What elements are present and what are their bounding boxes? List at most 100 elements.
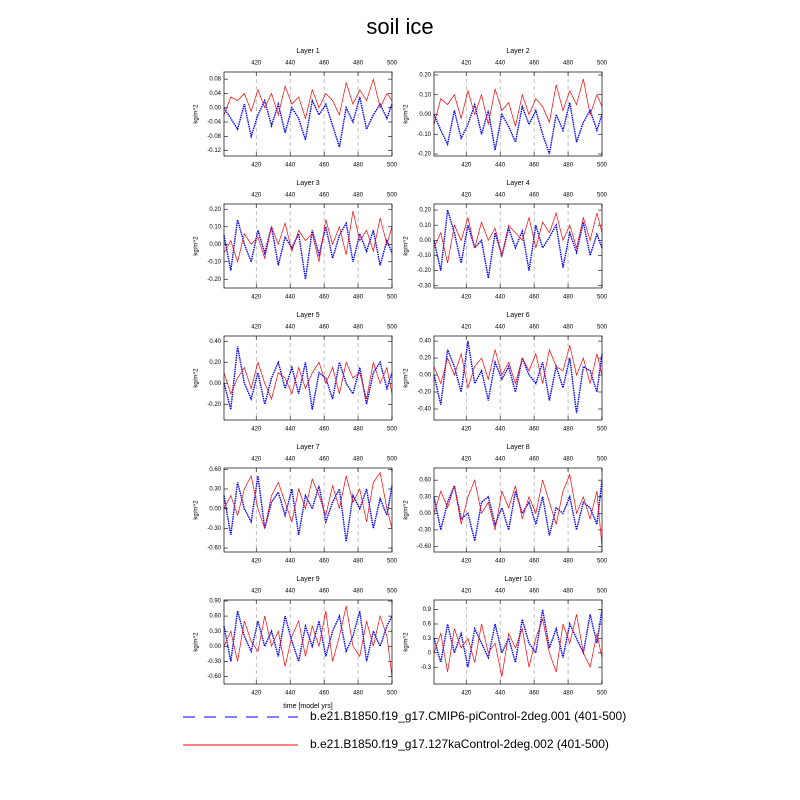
- x-tick-label-top: 420: [461, 61, 472, 67]
- x-tick-label-bottom: 420: [461, 691, 472, 697]
- y-axis-label: kg/m^2: [194, 368, 200, 388]
- series-line: [433, 480, 603, 542]
- panel-title: Layer 9: [296, 576, 319, 583]
- y-tick-label: 0.40: [209, 339, 221, 345]
- plot-frame: [433, 203, 603, 289]
- x-tick-label-top: 420: [251, 589, 262, 595]
- x-tick-label-top: 440: [285, 193, 296, 199]
- x-tick-label-top: 460: [319, 61, 330, 67]
- x-tick-label-top: 420: [251, 61, 262, 67]
- y-tick-label: 0.00: [419, 112, 431, 118]
- x-tick-label-top: 420: [251, 457, 262, 463]
- series-line: [223, 219, 393, 280]
- series-line: [433, 345, 603, 390]
- series-line: [433, 340, 603, 414]
- y-tick-label: -0.60: [417, 544, 431, 550]
- y-tick-label: -0.60: [207, 674, 221, 680]
- y-tick-label: 0.90: [209, 599, 221, 605]
- x-tick-label-bottom: 500: [387, 691, 398, 697]
- y-tick-label: 0.00: [209, 506, 221, 512]
- legend-label: b.e21.B1850.f19_g17.127kaControl-2deg.00…: [310, 737, 609, 751]
- series-line: [433, 614, 603, 677]
- y-tick-label: -0.20: [417, 390, 431, 396]
- y-tick-label: 0.04: [209, 91, 221, 97]
- series-line: [223, 610, 393, 665]
- series-line: [223, 605, 393, 677]
- y-tick-label: 0.60: [419, 478, 431, 484]
- x-tick-label-bottom: 460: [319, 427, 330, 433]
- x-tick-label-bottom: 420: [251, 163, 262, 169]
- y-tick-label: 0.20: [419, 73, 431, 79]
- panel-title: Layer 4: [506, 180, 529, 187]
- x-tick-label-bottom: 480: [353, 691, 364, 697]
- panel-title: Layer 10: [504, 576, 531, 583]
- plot-frame: [223, 599, 393, 685]
- x-tick-label-bottom: 480: [563, 163, 574, 169]
- x-tick-label-top: 480: [563, 589, 574, 595]
- x-tick-label-bottom: 420: [251, 295, 262, 301]
- x-tick-label-bottom: 500: [597, 163, 608, 169]
- x-tick-label-top: 500: [597, 589, 608, 595]
- x-tick-label-top: 480: [353, 193, 364, 199]
- plot-frame: [433, 599, 603, 685]
- y-tick-label: 0.00: [419, 238, 431, 244]
- x-tick-label-bottom: 460: [319, 691, 330, 697]
- x-tick-label-top: 440: [495, 589, 506, 595]
- x-tick-label-top: 460: [319, 589, 330, 595]
- x-tick-label-top: 420: [461, 589, 472, 595]
- panel-title: Layer 1: [296, 48, 319, 55]
- x-tick-label-top: 440: [285, 589, 296, 595]
- series-line: [223, 210, 393, 264]
- x-tick-label-bottom: 440: [495, 559, 506, 565]
- y-tick-label: -0.30: [417, 527, 431, 533]
- y-tick-label: 0.60: [209, 467, 221, 473]
- series-line: [433, 209, 603, 279]
- y-tick-label: 0.00: [209, 381, 221, 387]
- y-tick-label: -0.20: [417, 152, 431, 158]
- y-axis-label: kg/m^2: [194, 236, 200, 256]
- x-tick-label-top: 480: [563, 457, 574, 463]
- x-tick-label-bottom: 420: [251, 559, 262, 565]
- x-tick-label-top: 500: [597, 193, 608, 199]
- x-tick-label-bottom: 480: [563, 295, 574, 301]
- x-tick-label-bottom: 480: [353, 163, 364, 169]
- y-tick-label: 0.20: [209, 207, 221, 213]
- x-tick-label-bottom: 460: [529, 559, 540, 565]
- x-tick-label-bottom: 500: [387, 427, 398, 433]
- figure-title: soil ice: [366, 14, 433, 39]
- x-tick-label-bottom: 460: [319, 163, 330, 169]
- x-tick-label-bottom: 440: [495, 427, 506, 433]
- y-tick-label: -0.3: [421, 665, 432, 671]
- series-line: [433, 211, 603, 264]
- x-tick-label-bottom: 420: [251, 691, 262, 697]
- x-tick-label-bottom: 480: [563, 427, 574, 433]
- series-line: [223, 77, 393, 120]
- x-tick-label-bottom: 500: [597, 691, 608, 697]
- y-tick-label: 0.30: [419, 494, 431, 500]
- y-tick-label: 0.3: [423, 636, 432, 642]
- panel-title: Layer 2: [506, 48, 529, 55]
- x-tick-label-bottom: 460: [319, 295, 330, 301]
- x-tick-label-bottom: 440: [495, 295, 506, 301]
- x-tick-label-bottom: 480: [353, 295, 364, 301]
- y-tick-label: 0.60: [209, 614, 221, 620]
- x-tick-label-top: 500: [387, 193, 398, 199]
- y-tick-label: 0.9: [423, 607, 432, 613]
- y-tick-label: -0.04: [207, 120, 221, 126]
- plot-frame: [223, 203, 393, 289]
- x-tick-label-bottom: 440: [285, 295, 296, 301]
- plot-frame: [223, 467, 393, 553]
- series-line: [433, 609, 603, 668]
- x-tick-label-bottom: 460: [529, 427, 540, 433]
- x-tick-label-bottom: 420: [251, 427, 262, 433]
- x-tick-label-top: 420: [251, 193, 262, 199]
- y-axis-label: kg/m^2: [194, 500, 200, 520]
- x-tick-label-top: 440: [495, 61, 506, 67]
- plot-frame: [223, 335, 393, 421]
- panel-title: Layer 6: [506, 312, 529, 319]
- y-tick-label: -0.60: [207, 546, 221, 552]
- x-tick-label-bottom: 420: [461, 559, 472, 565]
- y-tick-label: 0.20: [419, 208, 431, 214]
- x-tick-label-top: 500: [597, 325, 608, 331]
